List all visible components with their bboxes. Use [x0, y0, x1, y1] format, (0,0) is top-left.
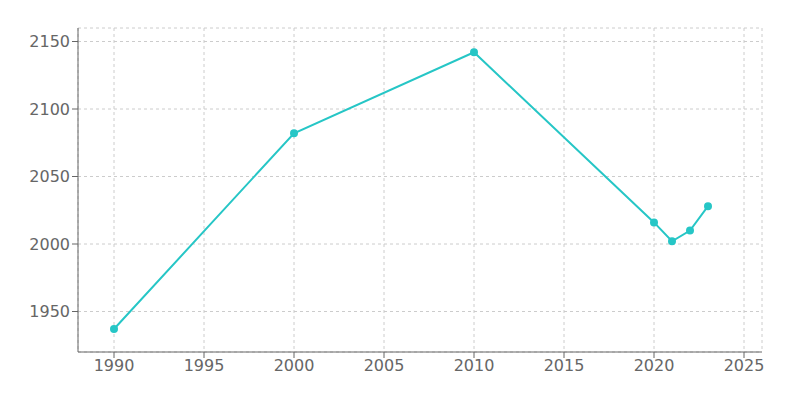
svg-text:1950: 1950	[29, 302, 70, 321]
svg-text:1995: 1995	[184, 356, 225, 375]
svg-text:1990: 1990	[94, 356, 135, 375]
svg-text:2010: 2010	[454, 356, 495, 375]
svg-text:2020: 2020	[634, 356, 675, 375]
svg-text:2015: 2015	[544, 356, 585, 375]
svg-text:2000: 2000	[274, 356, 315, 375]
svg-text:2000: 2000	[29, 235, 70, 254]
svg-text:2025: 2025	[724, 356, 765, 375]
svg-text:2005: 2005	[364, 356, 405, 375]
svg-text:2050: 2050	[29, 167, 70, 186]
svg-text:2150: 2150	[29, 32, 70, 51]
svg-text:2100: 2100	[29, 100, 70, 119]
